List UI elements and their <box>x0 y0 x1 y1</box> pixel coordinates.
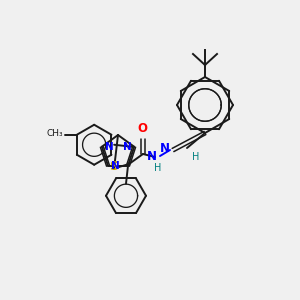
Text: N: N <box>111 161 120 171</box>
Text: H: H <box>154 163 162 173</box>
Text: N: N <box>147 151 157 164</box>
Text: N: N <box>160 142 170 155</box>
Text: S: S <box>110 160 118 173</box>
Text: N: N <box>123 142 132 152</box>
Text: H: H <box>192 152 200 162</box>
Text: CH₃: CH₃ <box>46 129 63 138</box>
Text: N: N <box>105 142 114 152</box>
Text: O: O <box>137 122 147 135</box>
